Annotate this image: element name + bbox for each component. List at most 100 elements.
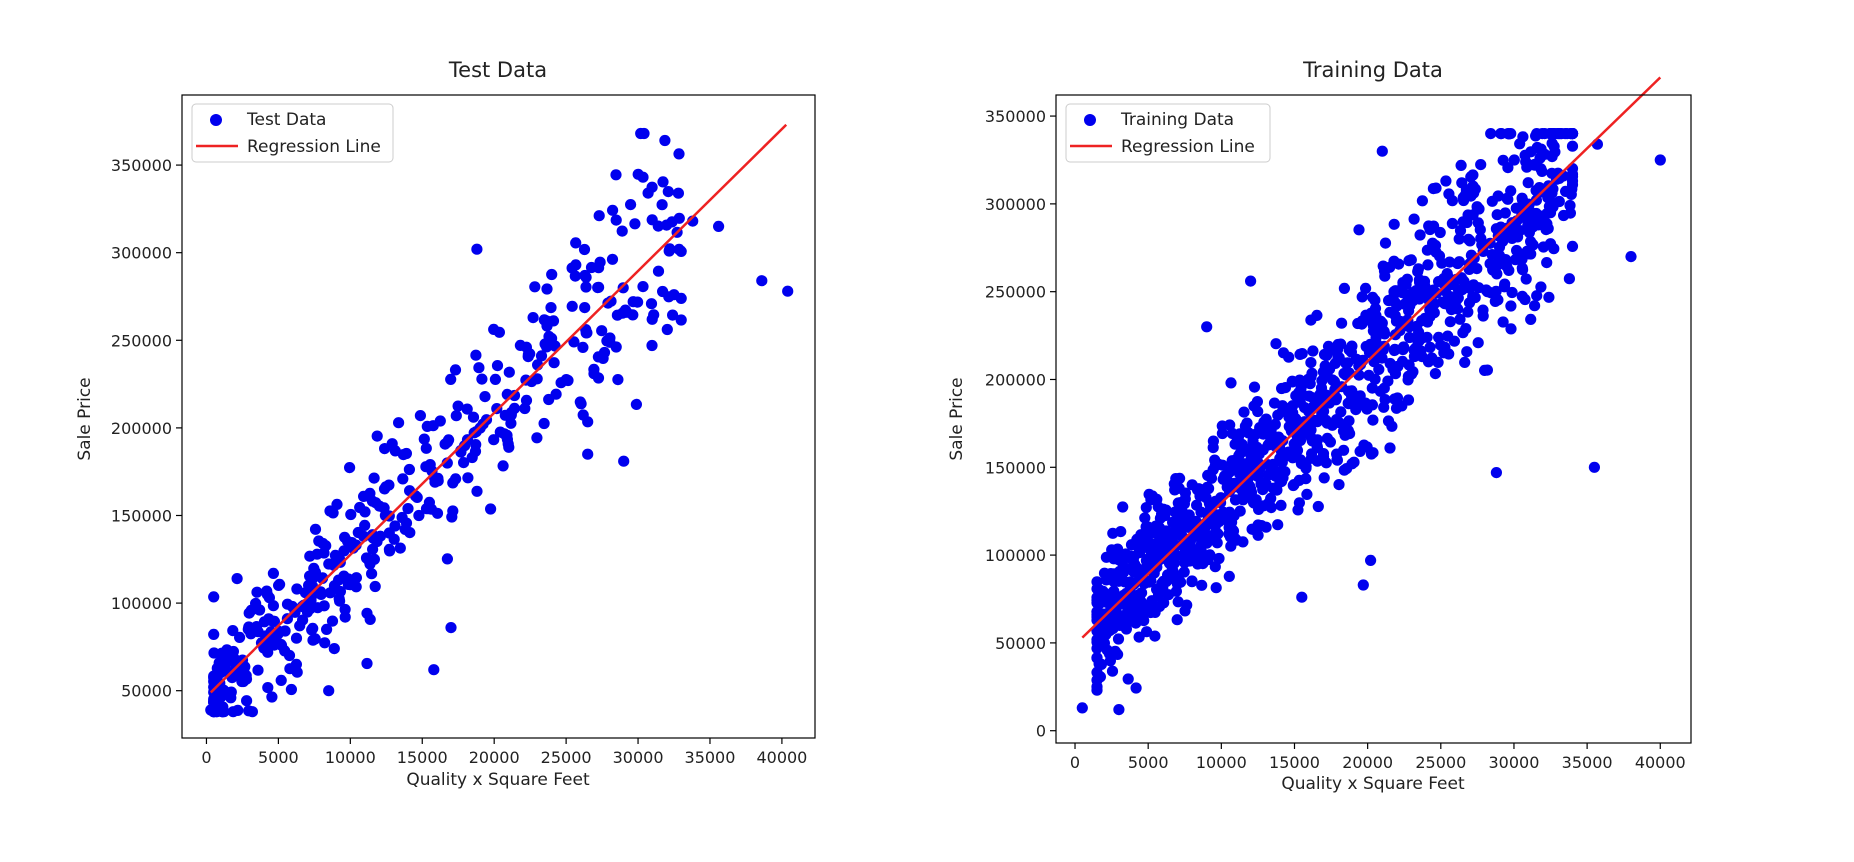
scatter-point [450, 473, 462, 485]
x-tick-label: 5000 [1128, 753, 1169, 772]
scatter-point [617, 282, 629, 294]
scatter-point [1157, 583, 1169, 595]
scatter-point [418, 433, 430, 445]
y-axis-label: Sale Price [75, 377, 95, 460]
scatter-point [1132, 563, 1144, 575]
scatter-point [252, 664, 264, 676]
scatter-point [1279, 466, 1291, 478]
scatter-point [579, 302, 591, 314]
scatter-point [262, 682, 274, 694]
training-data-chart: Training Data Quality x Square Feet Sale… [947, 58, 1692, 794]
scatter-point [1396, 287, 1408, 299]
scatter-point [1167, 526, 1180, 538]
scatter-point [1510, 202, 1522, 214]
y-tick-label: 100000 [111, 594, 172, 613]
scatter-point [369, 580, 381, 593]
scatter-point [1543, 291, 1555, 303]
y-ticks: 50000 100000 150000 200000 250000 300000 35000… [111, 156, 182, 701]
scatter-point [394, 542, 406, 554]
scatter-point [1354, 390, 1366, 402]
scatter-point [568, 336, 580, 348]
scatter-point [1520, 273, 1532, 285]
scatter-point [1338, 367, 1350, 380]
scatter-point [1245, 490, 1257, 502]
scatter-point [1505, 185, 1517, 197]
scatter-point [458, 457, 470, 469]
scatter-point [1398, 341, 1410, 353]
scatter-point [1255, 520, 1268, 532]
scatter-point [368, 472, 380, 484]
scatter-point [275, 674, 287, 687]
scatter-point [1534, 210, 1546, 222]
scatter-point [1167, 516, 1179, 529]
legend-marker-scatter [1084, 114, 1096, 126]
scatter-point [445, 622, 457, 634]
scatter-point [1379, 237, 1392, 249]
scatter-point [588, 363, 600, 375]
scatter-point [1499, 278, 1511, 290]
scatter-point [1106, 665, 1119, 677]
scatter-point [1276, 475, 1288, 487]
scatter-point [1188, 530, 1200, 543]
x-tick-label: 40000 [756, 748, 807, 767]
scatter-point [642, 187, 654, 199]
scatter-point [1430, 246, 1442, 258]
scatter-point [652, 265, 665, 277]
scatter-point [1210, 582, 1222, 594]
scatter-point [606, 253, 619, 265]
scatter-point [346, 537, 358, 549]
scatter-point [1356, 291, 1368, 303]
scatter-point [1424, 304, 1436, 316]
scatter-point [285, 683, 297, 696]
scatter-point [635, 127, 647, 140]
scatter-point [371, 430, 383, 442]
scatter-point [1300, 473, 1312, 485]
legend-label-line: Regression Line [1121, 137, 1255, 157]
scatter-point [1265, 492, 1277, 504]
scatter-point [1091, 636, 1103, 648]
y-axis-label: Sale Price [947, 377, 967, 460]
scatter-point [386, 438, 398, 450]
scatter-point [1452, 292, 1464, 304]
scatter-point [1274, 452, 1286, 464]
scatter-point [1516, 290, 1528, 302]
scatter-point [1203, 482, 1215, 495]
scatter-point [619, 304, 632, 316]
scatter-point [1516, 192, 1528, 204]
scatter-point [466, 451, 478, 464]
scatter-point [1427, 183, 1439, 195]
scatter-point [607, 204, 619, 216]
legend-label-scatter: Training Data [1120, 110, 1234, 130]
scatter-point [1311, 434, 1324, 446]
y-tick-label: 300000 [111, 244, 172, 263]
scatter-point [334, 595, 346, 607]
scatter-point [1227, 524, 1239, 536]
scatter-point [1149, 630, 1161, 642]
scatter-point [208, 628, 220, 641]
scatter-point [1535, 143, 1547, 155]
scatter-point [1443, 299, 1455, 311]
y-tick-label: 150000 [111, 506, 172, 525]
scatter-point [503, 366, 515, 378]
x-tick-label: 0 [1070, 753, 1080, 772]
scatter-point [1207, 435, 1219, 447]
scatter-point [1472, 337, 1484, 349]
scatter-point [580, 281, 592, 293]
scatter-point [1303, 404, 1315, 416]
scatter-point [1502, 193, 1514, 205]
scatter-point [1333, 479, 1345, 491]
scatter-point [1367, 291, 1379, 303]
scatter-point [397, 473, 409, 485]
scatter-point [1462, 306, 1474, 318]
scatter-point [304, 570, 316, 582]
scatter-point [1402, 374, 1414, 386]
scatter-point [667, 309, 679, 321]
scatter-point [489, 373, 501, 385]
scatter-point [345, 508, 357, 521]
scatter-point [1486, 195, 1498, 207]
scatter-point [1436, 257, 1448, 269]
scatter-point [1243, 427, 1255, 439]
scatter-point [344, 462, 356, 474]
scatter-point [505, 417, 517, 429]
scatter-point [1183, 509, 1195, 521]
